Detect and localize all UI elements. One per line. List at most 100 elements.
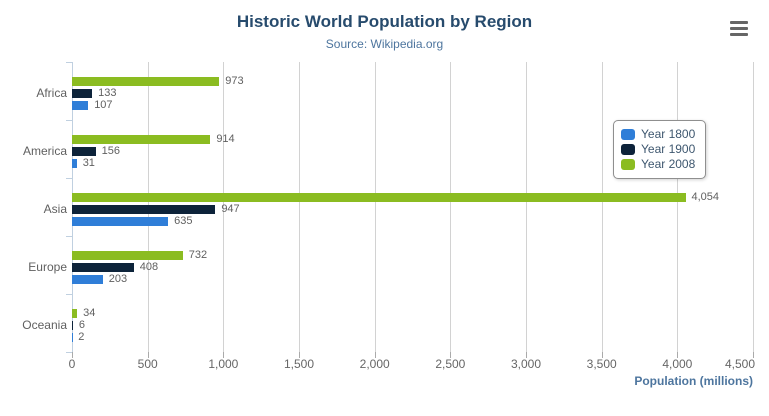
bar-europe-year-1800[interactable] (72, 275, 103, 284)
x-axis-tick-label: 1,000 (208, 357, 239, 371)
legend-label: Year 1900 (641, 142, 696, 156)
x-axis-tick-label: 3,000 (510, 357, 542, 371)
category-axis-tick (66, 236, 72, 237)
legend-swatch-year-2008 (621, 159, 635, 170)
x-axis-tick-label: 0 (68, 357, 76, 371)
bar-value-label: 34 (83, 307, 96, 319)
bar-asia-year-1900[interactable] (72, 205, 216, 214)
legend-label: Year 1800 (641, 127, 696, 141)
x-axis-tick (450, 352, 452, 358)
x-axis-tick (601, 352, 603, 358)
menu-bar (730, 21, 748, 24)
bar-asia-year-2008[interactable] (72, 193, 686, 202)
bar-america-year-2008[interactable] (72, 135, 211, 144)
category-label-oceania: Oceania (22, 318, 67, 332)
bar-value-label: 6 (78, 319, 86, 331)
bar-row: 2 (72, 331, 753, 343)
category-row-america: America 914 156 31 (23, 120, 753, 178)
category-axis-tick (66, 352, 72, 353)
chart-title: Historic World Population by Region (236, 12, 533, 31)
category-row-africa: Africa 973 133 107 (36, 62, 753, 120)
bar-row: 156 (72, 145, 753, 157)
x-axis-tick (223, 352, 225, 358)
bar-value-label: 203 (108, 273, 128, 285)
bar-africa-year-1800[interactable] (72, 101, 89, 110)
x-axis-tick-label: 1,500 (283, 357, 315, 371)
x-axis-tick-label: 4,000 (662, 357, 693, 371)
gridline (374, 62, 376, 352)
bar-row: 31 (72, 157, 753, 169)
chart-subtitle: Source: Wikipedia.org (325, 37, 444, 51)
bar-row: 408 (72, 261, 753, 273)
bar-value-label: 732 (188, 249, 208, 261)
gridline (299, 62, 300, 352)
menu-bar (730, 33, 748, 36)
bar-europe-year-1900[interactable] (72, 263, 134, 272)
plot-area: 0 500 1,000 1,500 2,000 2,500 3,000 3,500 4,000 4… (22, 62, 755, 371)
x-axis-tick (374, 352, 376, 358)
legend-item-year-1800[interactable]: Year 1800 (621, 127, 695, 142)
bar-row: 107 (72, 99, 753, 111)
bar-row: 914 (72, 133, 753, 145)
gridline (450, 62, 452, 352)
x-axis-tick (753, 352, 754, 358)
bar-value-label: 914 (216, 133, 235, 145)
bar-value-label: 156 (101, 145, 120, 157)
gridline (677, 62, 679, 352)
bar-oceania-year-2008[interactable] (72, 309, 78, 318)
legend-label: Year 2008 (641, 157, 696, 171)
x-axis-tick-label: 3,500 (586, 357, 617, 371)
gridline (223, 62, 225, 352)
x-axis-tick (147, 352, 149, 358)
x-axis-tick-label: 2,500 (435, 357, 466, 371)
bar-africa-year-1900[interactable] (72, 89, 93, 98)
gridline (526, 62, 527, 352)
category-axis-tick (66, 120, 72, 121)
category-row-asia: Asia 4,054 947 635 (44, 178, 753, 236)
bar-row: 4,054 (72, 191, 753, 203)
bar-value-label: 2 (78, 331, 85, 343)
category-row-oceania: Oceania 34 6 2 (22, 294, 753, 352)
category-axis-tick (66, 294, 72, 295)
gridline (753, 62, 754, 352)
bar-row: 34 (72, 307, 753, 319)
category-label-asia: Asia (43, 202, 67, 216)
x-axis-tick (299, 352, 300, 358)
bar-value-label: 133 (98, 87, 117, 99)
category-label-europe: Europe (28, 260, 67, 274)
bar-value-label: 4,054 (691, 191, 720, 203)
bar-value-label: 107 (94, 99, 113, 111)
category-row-europe: Europe 732 408 203 (28, 236, 753, 294)
category-label-america: America (22, 144, 67, 158)
bar-row: 732 (72, 249, 753, 261)
legend-item-year-1900[interactable]: Year 1900 (621, 142, 695, 157)
x-axis-tick-label: 4,500 (724, 357, 755, 371)
bar-asia-year-1800[interactable] (72, 217, 169, 226)
category-axis-tick (66, 178, 72, 179)
bar-value-label: 973 (225, 75, 244, 87)
bar-row: 133 (72, 87, 753, 99)
x-axis-tick (677, 352, 679, 358)
bar-america-year-1800[interactable] (72, 159, 77, 168)
bar-america-year-1900[interactable] (72, 147, 96, 156)
bar-value-label: 31 (82, 157, 95, 169)
menu-bar (730, 27, 748, 30)
x-axis-tick-label: 2,000 (359, 357, 390, 371)
category-axis-tick (66, 62, 72, 63)
bar-africa-year-2008[interactable] (72, 77, 220, 86)
bar-row: 973 (72, 75, 753, 87)
bar-europe-year-2008[interactable] (72, 251, 183, 260)
bar-row: 635 (72, 215, 753, 227)
bar-oceania-year-1900[interactable] (72, 321, 73, 330)
legend: Year 1800 Year 1900 Year 2008 (613, 120, 707, 179)
legend-swatch-year-1900 (621, 144, 635, 155)
x-axis-tick (72, 352, 73, 358)
bar-row: 203 (72, 273, 753, 285)
hamburger-context-menu-icon[interactable] (730, 21, 748, 36)
gridline (601, 62, 603, 352)
legend-swatch-year-1800 (621, 129, 635, 140)
bar-value-label: 408 (139, 261, 159, 273)
legend-item-year-2008[interactable]: Year 2008 (621, 157, 695, 172)
bar-value-label: 635 (174, 215, 193, 227)
category-label-africa: Africa (36, 86, 67, 100)
